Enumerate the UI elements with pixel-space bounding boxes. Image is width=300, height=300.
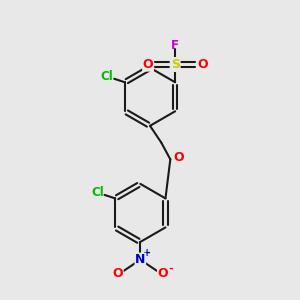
Text: Cl: Cl bbox=[91, 186, 104, 199]
Text: Cl: Cl bbox=[101, 70, 113, 83]
Text: O: O bbox=[173, 151, 184, 164]
Text: N: N bbox=[135, 253, 146, 266]
Text: F: F bbox=[171, 39, 179, 52]
Text: O: O bbox=[143, 58, 153, 71]
Text: S: S bbox=[171, 58, 180, 71]
Text: +: + bbox=[143, 248, 152, 258]
Text: O: O bbox=[112, 267, 123, 280]
Text: O: O bbox=[158, 267, 168, 280]
Text: O: O bbox=[197, 58, 208, 71]
Text: -: - bbox=[168, 263, 173, 273]
